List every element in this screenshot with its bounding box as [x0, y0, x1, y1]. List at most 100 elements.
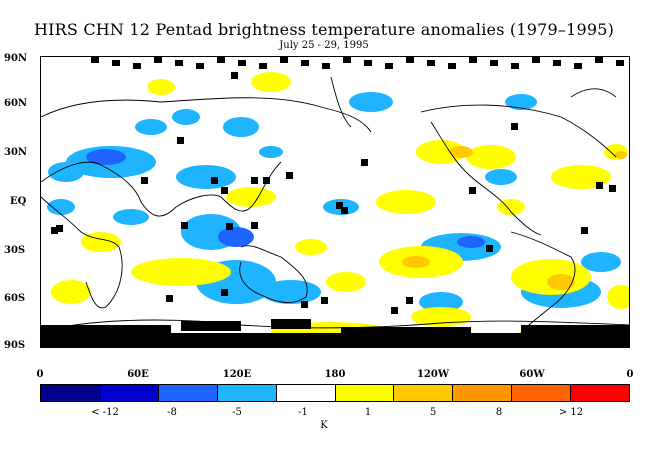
missing-data-square — [286, 172, 293, 179]
missing-data-square — [609, 185, 616, 192]
missing-data-square — [469, 187, 476, 194]
cold-anomaly-patch — [505, 94, 537, 110]
missing-data-square — [336, 202, 343, 209]
missing-data-square — [231, 72, 238, 79]
missing-data-square — [166, 295, 173, 302]
missing-data-square — [521, 325, 629, 333]
missing-data-square — [596, 182, 603, 189]
missing-data-square — [616, 60, 624, 66]
map-subtitle: July 25 - 29, 1995 — [279, 40, 369, 51]
missing-data-square — [271, 319, 311, 329]
lon-label-0-right: 0 — [626, 369, 634, 380]
missing-data-square — [341, 327, 471, 335]
warm-anomaly-patch — [411, 307, 471, 327]
cold-anomaly-patch — [135, 119, 167, 135]
missing-data-square — [211, 177, 218, 184]
missing-data-square — [427, 60, 435, 66]
anomaly-map-svg — [41, 57, 629, 347]
missing-data-square — [301, 301, 308, 308]
strong-warm-anomaly-patch — [402, 256, 430, 268]
missing-data-square — [112, 60, 120, 66]
coastline — [330, 76, 352, 128]
missing-data-square — [595, 57, 603, 63]
missing-data-square — [406, 57, 414, 63]
cold-anomaly-patch — [176, 165, 236, 189]
anomaly-map — [40, 56, 630, 348]
coastline — [430, 121, 542, 236]
missing-data-square — [141, 177, 148, 184]
lat-label-60s: 60S — [4, 293, 26, 304]
missing-data-square — [301, 60, 309, 66]
strong-cold-anomaly-patch — [457, 236, 485, 248]
warm-anomaly-patch — [295, 239, 327, 255]
colorbar-label: -8 — [167, 407, 177, 418]
colorbar-swatch — [41, 385, 100, 401]
missing-data-square — [321, 297, 328, 304]
strong-cold-anomaly-patch — [218, 227, 254, 247]
missing-data-square — [251, 222, 258, 229]
lat-label-90n: 90N — [4, 53, 28, 64]
cold-anomaly-patch — [485, 169, 517, 185]
missing-data-square — [56, 225, 63, 232]
cold-anomaly-patch — [223, 117, 259, 137]
cold-anomaly-patch — [48, 162, 84, 182]
missing-data-square — [553, 60, 561, 66]
coastline — [60, 319, 629, 329]
missing-data-square — [448, 63, 456, 69]
lat-label-30n: 30N — [4, 147, 28, 158]
missing-data-square — [361, 159, 368, 166]
colorbar — [40, 384, 630, 402]
missing-data-square — [217, 57, 225, 63]
lat-label-60n: 60N — [4, 98, 28, 109]
colorbar-swatch — [394, 385, 454, 401]
missing-data-square — [181, 321, 241, 331]
missing-data-square — [251, 177, 258, 184]
lon-label-180: 180 — [324, 369, 346, 380]
missing-data-square — [511, 63, 519, 69]
colorbar-label: 5 — [429, 407, 437, 418]
lon-label-120e: 120E — [222, 369, 252, 380]
coastlines — [41, 76, 629, 333]
missing-data-square — [341, 207, 348, 214]
cold-anomaly-patch — [259, 146, 283, 158]
cold-anomaly-patch — [113, 209, 149, 225]
missing-data-square — [263, 177, 270, 184]
colorbar-swatch — [335, 385, 395, 401]
map-title: HIRS CHN 12 Pentad brightness temperatur… — [33, 20, 615, 39]
anomaly-patches — [47, 72, 629, 345]
missing-data-square — [490, 60, 498, 66]
missing-data-square — [532, 57, 540, 63]
warm-anomaly-patch — [226, 187, 276, 207]
lon-label-120w: 120W — [416, 369, 450, 380]
missing-data-square — [91, 57, 99, 63]
missing-data-square — [226, 223, 233, 230]
colorbar-swatch — [158, 385, 218, 401]
warm-anomaly-patch — [251, 72, 291, 92]
coastline — [175, 161, 282, 212]
missing-data-square — [581, 227, 588, 234]
coastline — [41, 97, 372, 133]
missing-data-square — [177, 137, 184, 144]
missing-data-square — [221, 187, 228, 194]
colorbar-swatch — [276, 385, 336, 401]
warm-anomaly-patch — [147, 79, 175, 95]
strong-warm-anomaly-patch — [615, 151, 627, 159]
coastline — [41, 196, 123, 309]
missing-data-square — [41, 333, 629, 347]
warm-anomaly-patch — [607, 285, 629, 309]
colorbar-label: 8 — [495, 407, 503, 418]
warm-anomaly-patch — [376, 190, 436, 214]
colorbar-unit: K — [320, 420, 328, 431]
missing-data-square — [469, 57, 477, 63]
colorbar-label: -5 — [232, 407, 242, 418]
missing-data-square — [221, 289, 228, 296]
missing-data-square — [385, 63, 393, 69]
missing-data-square — [322, 63, 330, 69]
missing-data-square — [259, 63, 267, 69]
missing-data-square — [154, 57, 162, 63]
colorbar-swatch — [217, 385, 277, 401]
strong-cold-anomaly-patch — [86, 149, 126, 165]
missing-data-square — [133, 63, 141, 69]
missing-data-square — [391, 307, 398, 314]
coastline — [41, 161, 177, 217]
